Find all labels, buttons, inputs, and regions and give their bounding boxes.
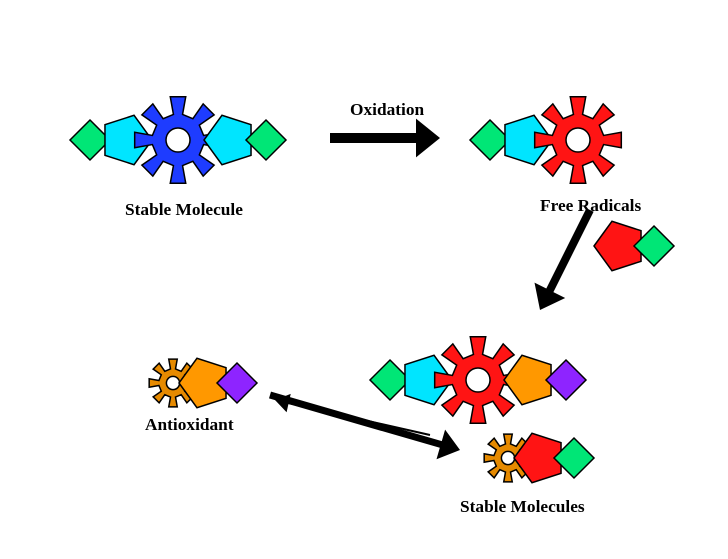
label-stable-molecule: Stable Molecule [125,200,243,220]
group-svg [600,220,714,306]
group-svg [60,90,326,200]
label-stable-molecules: Stable Molecules [460,497,585,517]
label-free-radicals: Free Radicals [540,196,641,216]
group-svg [360,330,626,440]
label-oxidation: Oxidation [350,100,424,120]
group-svg [460,90,638,200]
label-antioxidant: Antioxidant [145,415,234,435]
diagram-stage: Stable Molecule Oxidation Free Radicals … [0,0,728,559]
